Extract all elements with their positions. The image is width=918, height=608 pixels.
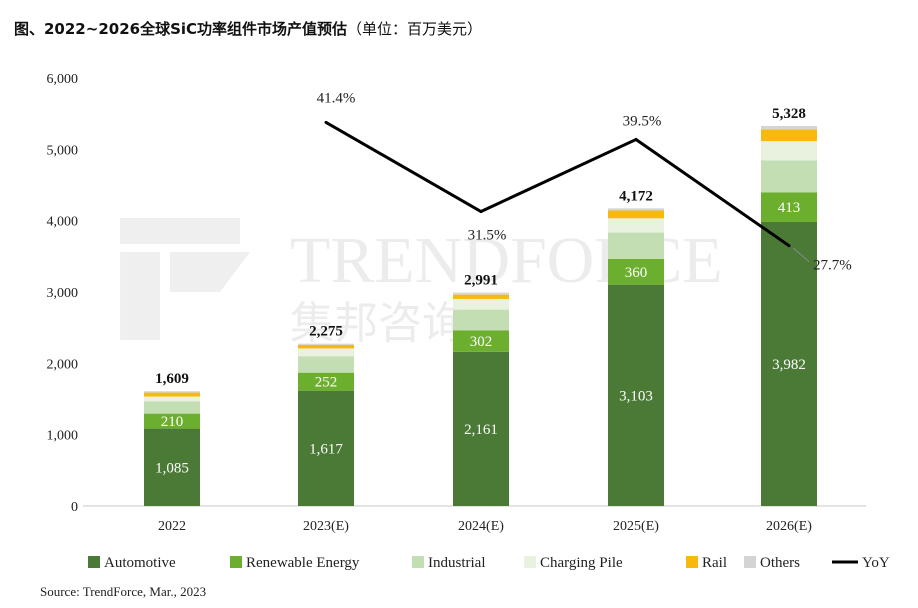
bar-value-label: 1,617 bbox=[309, 441, 343, 457]
bar-value-label: 413 bbox=[778, 200, 801, 216]
bar-value-label: 1,085 bbox=[155, 460, 189, 476]
legend-label: Others bbox=[760, 555, 800, 571]
bar-value-label: 252 bbox=[315, 375, 338, 391]
x-tick-label: 2023(E) bbox=[303, 519, 349, 534]
yoy-point bbox=[324, 120, 328, 124]
yoy-point bbox=[787, 244, 791, 248]
bar-segment bbox=[608, 258, 664, 285]
unit-note: （单位：百万美元） bbox=[347, 20, 483, 38]
legend-label: Rail bbox=[702, 555, 727, 571]
x-axis-ticks: 2022 2023(E) 2024(E) 2025(E) 2026(E) bbox=[158, 519, 812, 534]
bar-value-label: 360 bbox=[625, 265, 648, 281]
yoy-label: 27.7% bbox=[813, 258, 852, 274]
bar-segment bbox=[144, 428, 200, 506]
bar-segment bbox=[608, 208, 664, 211]
bar-segment bbox=[453, 292, 509, 295]
bar-segment bbox=[144, 413, 200, 429]
y-tick-label: 3,000 bbox=[47, 286, 79, 301]
y-tick-label: 5,000 bbox=[47, 143, 79, 158]
yoy-leader-line bbox=[792, 247, 810, 263]
legend-label: YoY bbox=[862, 555, 890, 571]
bar-segment bbox=[761, 125, 817, 130]
x-tick-label: 2025(E) bbox=[613, 519, 659, 534]
bar-segment bbox=[144, 392, 200, 397]
bars bbox=[144, 125, 817, 506]
bar-segment bbox=[608, 210, 664, 219]
bar-segment bbox=[453, 330, 509, 352]
yoy-label: 31.5% bbox=[468, 228, 507, 244]
bar-segment bbox=[144, 401, 200, 414]
y-tick-label: 4,000 bbox=[47, 215, 79, 230]
bar-segment bbox=[298, 344, 354, 349]
y-tick-label: 1,000 bbox=[47, 429, 79, 444]
bar-segment bbox=[144, 391, 200, 393]
legend-swatch bbox=[686, 556, 698, 568]
bar-segment bbox=[144, 396, 200, 402]
bar-segment bbox=[453, 294, 509, 299]
bar-value-label: 2,161 bbox=[464, 422, 498, 438]
bar-segment bbox=[608, 232, 664, 259]
bar-segment bbox=[298, 390, 354, 506]
y-tick-label: 2,000 bbox=[47, 357, 79, 372]
yoy-point bbox=[479, 210, 483, 213]
legend-label: Renewable Energy bbox=[246, 555, 360, 571]
source-note: Source: TrendForce, Mar., 2023 bbox=[40, 584, 207, 599]
legend-swatch bbox=[744, 556, 756, 568]
x-tick-label: 2024(E) bbox=[458, 519, 504, 534]
bar-segment bbox=[298, 348, 354, 357]
bar-total-label: 1,609 bbox=[155, 371, 189, 387]
watermark-logo-bar-top bbox=[120, 218, 240, 244]
yoy-line bbox=[325, 121, 790, 247]
x-tick-label: 2022 bbox=[158, 519, 186, 534]
yoy-label: 39.5% bbox=[623, 114, 662, 130]
total-labels: 1,609 2,275 2,991 4,172 5,328 bbox=[155, 106, 806, 387]
bar-total-label: 5,328 bbox=[772, 106, 806, 122]
legend-swatch bbox=[88, 556, 100, 568]
bar-segment bbox=[761, 129, 817, 142]
bar-segment bbox=[761, 141, 817, 161]
legend-swatch bbox=[230, 556, 242, 568]
legend: Automotive Renewable Energy Industrial Char… bbox=[88, 555, 890, 571]
bar-segment bbox=[453, 309, 509, 331]
legend-label: Charging Pile bbox=[540, 555, 623, 571]
legend-label: Industrial bbox=[428, 555, 486, 571]
bar-value-label: 3,103 bbox=[619, 388, 653, 404]
y-axis-ticks: 0 1,000 2,000 3,000 4,000 5,000 6,000 bbox=[47, 72, 79, 515]
bar-segment bbox=[608, 218, 664, 233]
yoy-label: 41.4% bbox=[317, 90, 356, 106]
bar-segment bbox=[453, 351, 509, 506]
bar-value-label: 3,982 bbox=[772, 357, 806, 373]
bar-total-label: 4,172 bbox=[619, 188, 653, 204]
y-tick-label: 6,000 bbox=[47, 72, 79, 87]
bar-total-label: 2,275 bbox=[309, 324, 343, 340]
bar-segment bbox=[761, 221, 817, 506]
yoy-point bbox=[634, 138, 638, 141]
bar-total-label: 2,991 bbox=[464, 273, 498, 289]
bar-value-label: 302 bbox=[470, 334, 493, 350]
bar-value-label: 210 bbox=[161, 414, 184, 430]
legend-label: Automotive bbox=[104, 555, 176, 571]
watermark-logo-bar-left bbox=[120, 252, 160, 340]
y-tick-label: 0 bbox=[71, 500, 78, 515]
bar-segment bbox=[453, 298, 509, 310]
watermark-brand-cn: 集邦咨询 bbox=[290, 298, 466, 349]
bar-segment bbox=[298, 356, 354, 373]
bar-segment bbox=[608, 284, 664, 506]
yoy-series: 41.4% 31.5% 39.5% 27.7% bbox=[317, 90, 852, 273]
chart-title: 图、2022~2026全球SiC功率组件市场产值预估（单位：百万美元） bbox=[14, 18, 482, 39]
watermark-logo-wedge bbox=[170, 252, 250, 292]
bar-segment bbox=[298, 343, 354, 345]
bar-segment bbox=[298, 372, 354, 391]
x-tick-label: 2026(E) bbox=[766, 519, 812, 534]
legend-swatch bbox=[412, 556, 424, 568]
bar-segment bbox=[761, 160, 817, 193]
legend-swatch bbox=[524, 556, 536, 568]
bar-segment bbox=[761, 192, 817, 222]
segment-labels: 1,085 1,617 2,161 3,103 3,982 210 252 302 360 413 bbox=[155, 200, 806, 476]
title-text: 图、2022~2026全球SiC功率组件市场产值预估 bbox=[14, 20, 348, 38]
